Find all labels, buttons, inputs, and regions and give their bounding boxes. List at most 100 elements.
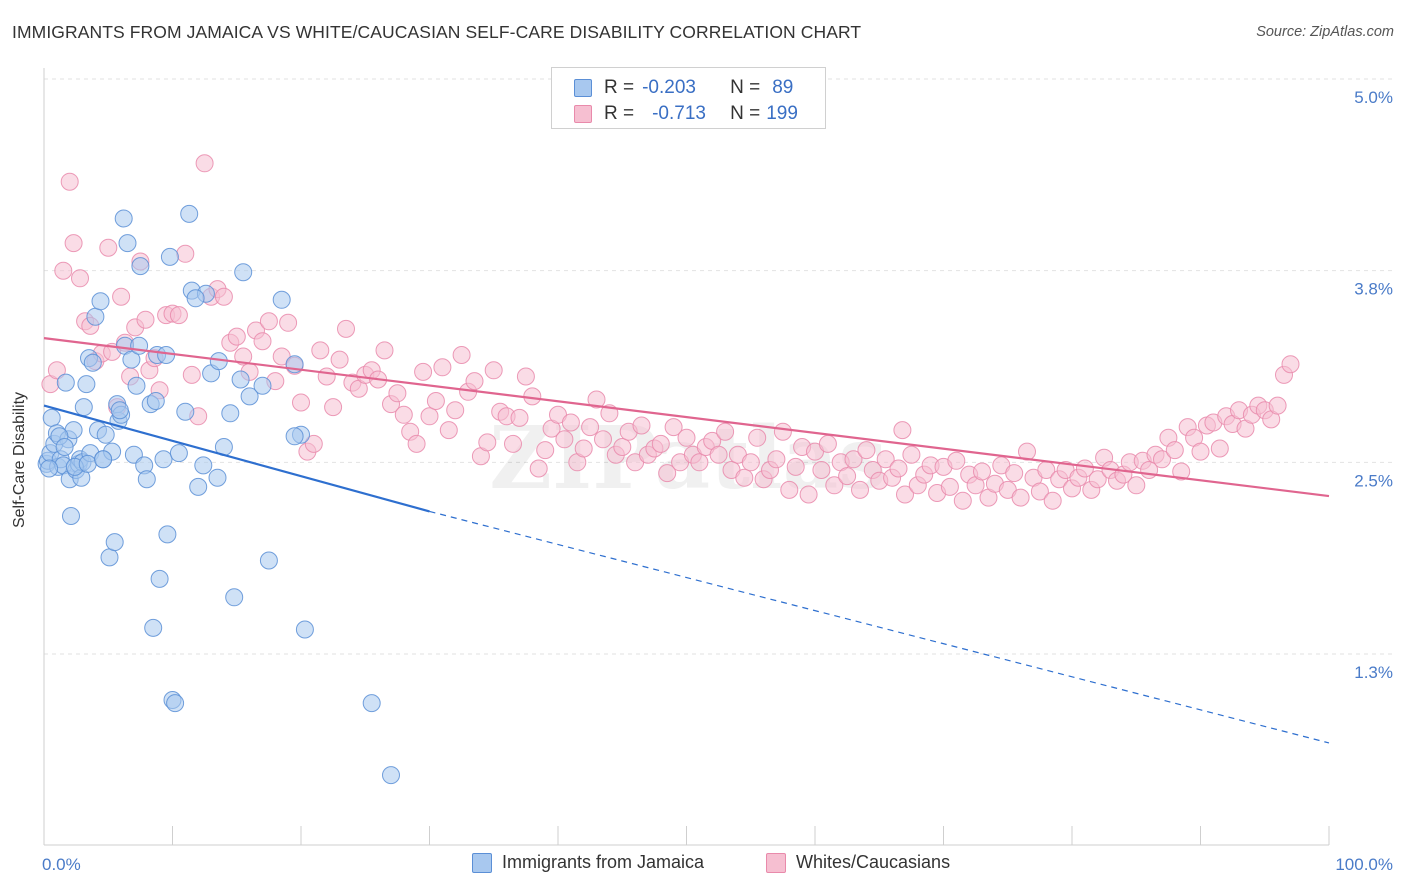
whites-point — [664, 418, 683, 437]
jamaica-point — [160, 247, 179, 266]
whites-point — [388, 384, 407, 403]
legend-n-label: N = — [730, 77, 761, 98]
whites-point — [311, 341, 330, 360]
jamaica-trend-line — [43, 404, 430, 513]
whites-point — [581, 418, 600, 437]
jamaica-point — [259, 551, 278, 570]
legend-row-pink: R = -0.713 N = 199 — [574, 102, 798, 126]
whites-point — [484, 361, 503, 380]
legend-n-label: N = — [730, 103, 761, 124]
whites-point — [1127, 476, 1146, 495]
jamaica-point — [42, 408, 61, 427]
whites-point — [1030, 482, 1049, 501]
whites-point — [337, 319, 355, 338]
jamaica-point — [55, 438, 74, 456]
whites-point — [561, 413, 580, 432]
whites-point — [1018, 442, 1036, 461]
jamaica-point — [169, 444, 188, 463]
jamaica-point — [100, 548, 119, 567]
y-tick-label: 2.5% — [1354, 471, 1393, 490]
jamaica-point — [146, 392, 165, 410]
jamaica-point — [94, 450, 113, 469]
whites-point — [234, 347, 253, 366]
whites-point — [1268, 396, 1287, 415]
whites-point — [136, 310, 155, 329]
whites-point — [176, 244, 195, 263]
whites-point — [857, 441, 876, 460]
whites-point — [529, 459, 548, 478]
whites-point — [767, 450, 786, 469]
whites-point — [439, 421, 458, 440]
whites-point — [253, 332, 272, 351]
jamaica-point — [56, 373, 75, 392]
whites-point — [876, 450, 895, 469]
whites-point — [658, 464, 677, 483]
legend-swatch-pink — [574, 105, 592, 123]
jamaica-point — [240, 387, 259, 406]
jamaica-point — [272, 290, 291, 309]
jamaica-point — [180, 204, 199, 223]
jamaica-point — [78, 454, 97, 473]
jamaica-point — [86, 307, 105, 326]
series-legend: Immigrants from Jamaica Whites/Caucasian… — [0, 852, 1406, 878]
legend-label: Immigrants from Jamaica — [502, 852, 705, 872]
jamaica-point — [154, 450, 173, 469]
whites-point — [851, 480, 869, 499]
correlation-legend: R = -0.203 N = 89 R = -0.713 N = 199 — [551, 67, 826, 129]
jamaica-point — [231, 370, 250, 389]
whites-point — [182, 365, 201, 384]
jamaica-point — [114, 209, 133, 228]
whites-point — [690, 453, 709, 472]
blue-series-points — [37, 204, 400, 785]
whites-point — [953, 491, 972, 510]
jamaica-point — [150, 569, 169, 588]
jamaica-point — [110, 401, 129, 420]
whites-point — [465, 372, 484, 391]
jamaica-point — [166, 694, 185, 713]
whites-point — [259, 312, 278, 331]
whites-point — [214, 287, 233, 306]
whites-point — [838, 467, 857, 486]
whites-point — [1281, 355, 1300, 374]
whites-point — [324, 398, 343, 417]
whites-point — [169, 306, 188, 325]
trend-lines — [43, 337, 1330, 744]
whites-point — [1043, 491, 1062, 510]
whites-point — [420, 407, 439, 426]
whites-point — [1088, 470, 1107, 489]
whites-point — [227, 327, 246, 346]
whites-point — [1210, 439, 1229, 458]
whites-point — [812, 461, 831, 479]
whites-point — [677, 428, 696, 447]
whites-point — [1153, 450, 1171, 469]
whites-point — [195, 154, 214, 173]
jamaica-point — [295, 620, 314, 639]
jamaica-point — [234, 263, 253, 282]
jamaica-point — [253, 376, 272, 395]
whites-point — [1172, 462, 1191, 481]
whites-point — [304, 434, 323, 453]
jamaica-point — [208, 468, 227, 487]
whites-point — [54, 261, 73, 280]
whites-point — [292, 393, 310, 412]
whites-point — [896, 485, 914, 504]
whites-point — [613, 438, 632, 456]
jamaica-point — [137, 470, 156, 489]
legend-swatch-blue — [472, 852, 492, 873]
y-tick-labels: 5.0% 3.8% 2.5% 1.3% — [1354, 88, 1393, 682]
whites-point — [973, 462, 991, 481]
whites-point — [1011, 488, 1030, 507]
legend-label: Whites/Caucasians — [796, 852, 951, 872]
whites-point — [947, 451, 966, 470]
legend-item-jamaica[interactable]: Immigrants from Jamaica — [472, 852, 704, 873]
whites-point — [99, 238, 118, 257]
whites-point — [818, 434, 837, 453]
legend-item-whites[interactable]: Whites/Caucasians — [766, 852, 950, 873]
whites-point — [1165, 441, 1184, 460]
whites-point — [651, 434, 670, 453]
jamaica-point — [157, 346, 176, 364]
jamaica-point — [189, 477, 208, 496]
whites-point — [279, 313, 298, 332]
jamaica-point — [362, 694, 381, 713]
whites-point — [940, 477, 959, 496]
